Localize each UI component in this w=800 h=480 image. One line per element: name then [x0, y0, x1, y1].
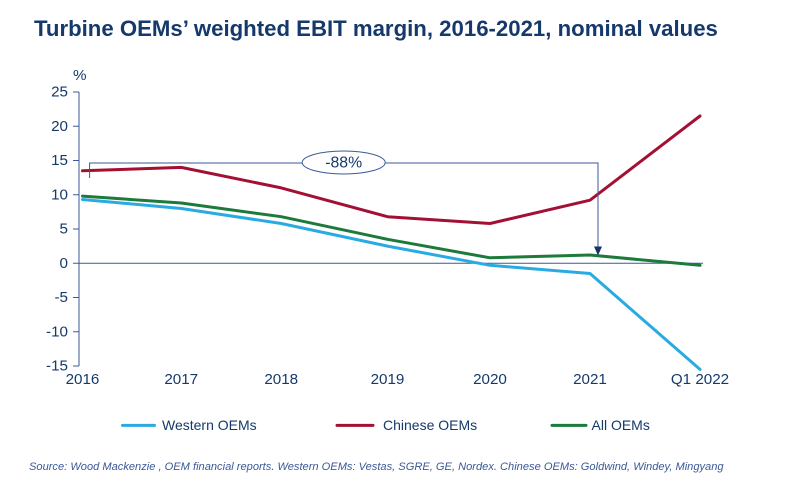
svg-text:5: 5 [60, 221, 68, 238]
svg-text:-5: -5 [54, 289, 68, 306]
svg-text:2017: 2017 [164, 371, 198, 388]
svg-text:All OEMs: All OEMs [592, 417, 650, 433]
svg-text:Western OEMs: Western OEMs [162, 417, 257, 433]
svg-text:Q1 2022: Q1 2022 [671, 371, 729, 388]
svg-text:0: 0 [60, 255, 68, 272]
svg-text:20: 20 [51, 118, 68, 135]
svg-text:2019: 2019 [371, 371, 405, 388]
svg-text:2020: 2020 [473, 371, 507, 388]
svg-text:2021: 2021 [573, 371, 607, 388]
svg-text:2018: 2018 [264, 371, 298, 388]
svg-text:15: 15 [51, 152, 68, 169]
svg-text:-88%: -88% [325, 155, 362, 172]
svg-text:%: % [73, 67, 87, 84]
svg-text:2016: 2016 [66, 371, 100, 388]
svg-text:-10: -10 [46, 323, 68, 340]
svg-text:10: 10 [51, 186, 68, 203]
svg-text:25: 25 [51, 84, 68, 101]
svg-text:Chinese OEMs: Chinese OEMs [383, 417, 477, 433]
